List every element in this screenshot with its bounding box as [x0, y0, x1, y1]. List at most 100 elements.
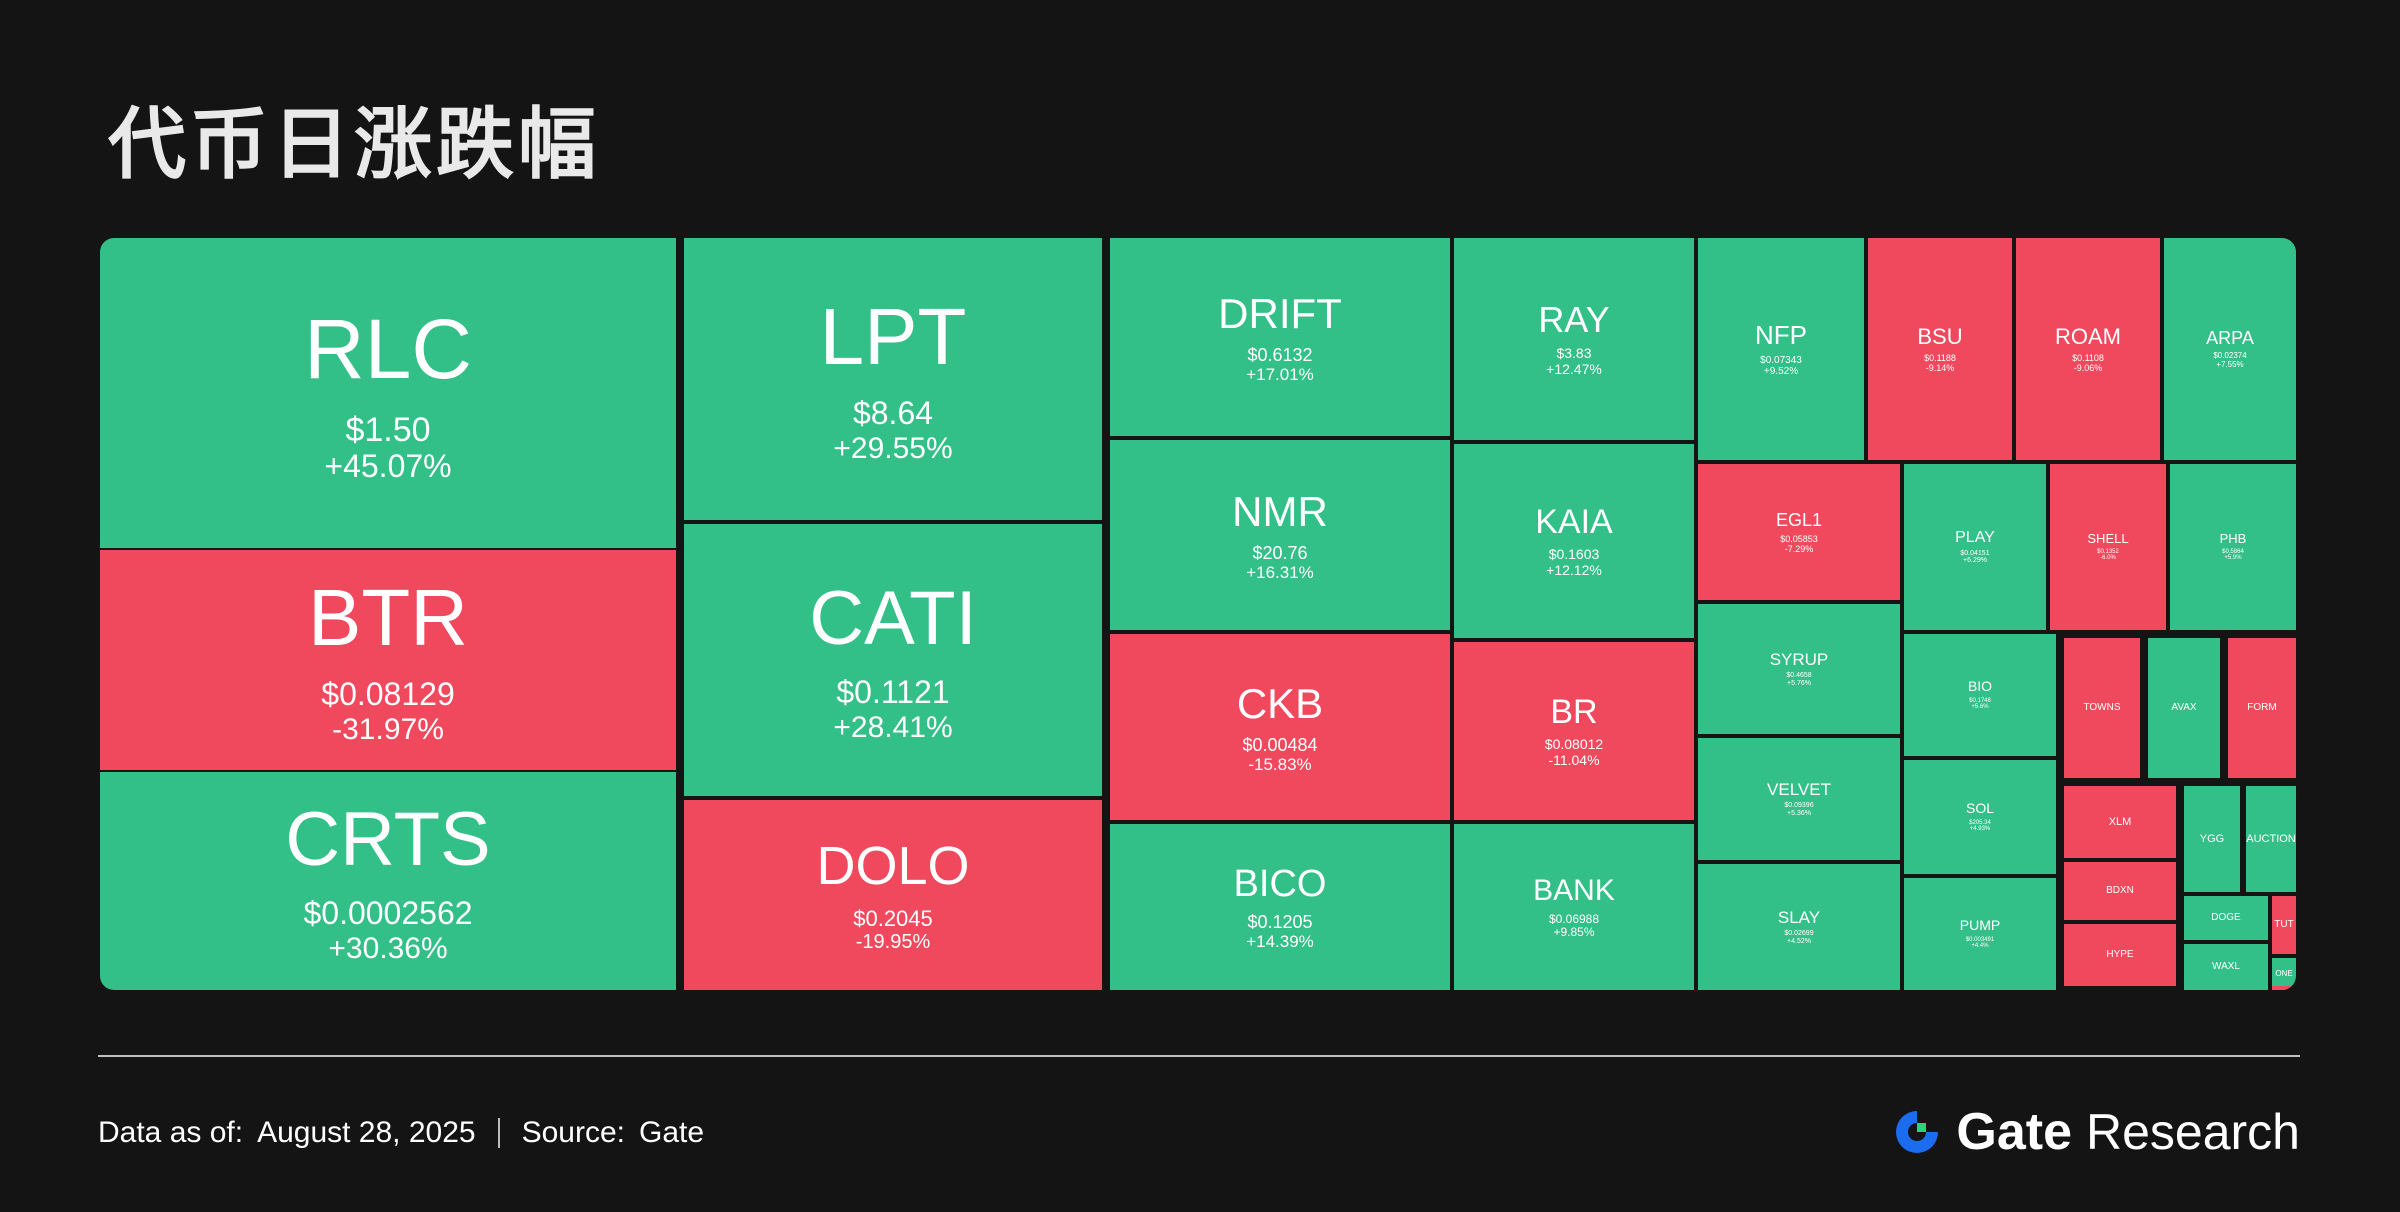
treemap-tile: SLAY $0.02699 +4.52% [1698, 864, 1900, 990]
tile-price: $0.1108 [2072, 353, 2104, 364]
treemap-tile: HYPE [2064, 924, 2176, 986]
tile-price: $8.64 [852, 395, 934, 432]
tile-symbol: BANK [1533, 874, 1615, 908]
treemap-tile: BDXN [2064, 862, 2176, 920]
tile-symbol: FORM [2247, 702, 2277, 714]
treemap-tile: TOWNS [2064, 638, 2140, 778]
treemap-tile: CKB $0.00484 -15.83% [1110, 634, 1450, 820]
tile-price: $0.08012 [1544, 736, 1604, 753]
tile-price: $0.06988 [1548, 911, 1600, 926]
treemap-tile: SYRUP $0.4658 +5.76% [1698, 604, 1900, 734]
tile-symbol: DRIFT [1218, 289, 1342, 337]
treemap-tile: PLAY $0.04151 +6.29% [1904, 464, 2046, 630]
tile-change: +16.31% [1246, 563, 1314, 583]
treemap-tile: RAY $3.83 +12.47% [1454, 238, 1694, 440]
treemap-tile: SOL $205.34 +4.93% [1904, 760, 2056, 874]
tile-price: $0.003491 [1965, 936, 1995, 943]
tile-symbol: DOLO [816, 836, 970, 897]
tile-symbol: ARPA [2206, 328, 2254, 349]
tile-change: +5.76% [1787, 680, 1811, 688]
treemap-tile: YGG [2184, 786, 2240, 892]
tile-change: +12.47% [1546, 361, 1602, 378]
treemap-tile: BIO $0.1748 +5.6% [1904, 634, 2056, 756]
treemap-tile: RLC $1.50 +45.07% [100, 238, 676, 548]
tile-price: $0.1603 [1548, 546, 1600, 563]
brand-logo: Gate Research [1892, 1102, 2300, 1162]
tile-change: -11.04% [1548, 752, 1600, 769]
tile-change: +4.4% [1971, 943, 1989, 950]
tile-symbol: NFP [1755, 319, 1807, 350]
tile-symbol: TUT [2274, 919, 2294, 931]
treemap-tile: BSU $0.1188 -9.14% [1868, 238, 2012, 460]
tile-change: -6.0% [2100, 555, 2116, 562]
treemap-tile: ARPA $0.02374 +7.55% [2164, 238, 2296, 460]
tile-symbol: BDXN [2106, 885, 2134, 897]
footer-divider [98, 1055, 2300, 1057]
tile-change: -7.29% [1784, 543, 1814, 554]
tile-symbol: VELVET [1767, 780, 1831, 800]
tile-price: $0.07343 [1760, 354, 1802, 366]
treemap-tile: TUT [2272, 896, 2296, 954]
tile-price: $0.0002562 [303, 894, 473, 931]
tile-symbol: CRTS [285, 796, 491, 882]
tile-price: $0.04151 [1960, 549, 1990, 557]
tile-symbol: RLC [303, 301, 473, 396]
tile-change: +30.36% [328, 931, 448, 965]
treemap-tile: AVAX [2148, 638, 2220, 778]
tile-price: $0.09396 [1784, 802, 1814, 810]
treemap-tile: SHELL $0.1352 -6.0% [2050, 464, 2166, 630]
tile-change: +6.29% [1963, 557, 1987, 565]
tile-symbol: SHELL [2087, 531, 2129, 546]
tile-price: $0.00484 [1242, 734, 1318, 755]
tile-price: $1.50 [345, 410, 431, 449]
treemap-tile: CRTS $0.0002562 +30.36% [100, 772, 676, 990]
tile-symbol: CATI [809, 575, 977, 661]
tile-price: $0.1188 [1924, 353, 1956, 364]
tile-symbol: BIO [1967, 677, 1993, 694]
tile-symbol: BICO [1233, 862, 1327, 905]
tile-symbol: DOGE [2211, 912, 2241, 924]
tile-change: +14.39% [1246, 932, 1314, 952]
tile-change: -19.95% [855, 931, 931, 954]
tile-price: $205.34 [1969, 819, 1991, 826]
treemap-tile: NMR $20.76 +16.31% [1110, 440, 1450, 630]
tile-change: +28.41% [833, 710, 953, 744]
tile-change: -9.14% [1925, 363, 1955, 374]
tile-symbol: ROAM [2055, 323, 2121, 349]
tile-price: $0.1121 [836, 673, 950, 710]
treemap-tile: PHB $0.5864 +5.9% [2170, 464, 2296, 630]
tile-change: +4.93% [1969, 826, 1991, 833]
tile-symbol: CKB [1236, 679, 1324, 727]
tile-price: $0.02374 [2213, 350, 2247, 360]
tile-symbol: SOL [1965, 799, 1994, 816]
tile-symbol: PUMP [1959, 916, 2001, 933]
treemap-tile: BTR $0.08129 -31.97% [100, 550, 676, 770]
treemap-tile: VELVET $0.09396 +5.36% [1698, 738, 1900, 860]
treemap-tile: FORM [2228, 638, 2296, 778]
tile-change: +17.01% [1246, 365, 1314, 385]
treemap-tile: ONE [2272, 958, 2296, 990]
footer-separator [497, 1118, 500, 1148]
tile-price: $0.5864 [2222, 548, 2244, 555]
brand-name: Gate [1956, 1103, 2072, 1161]
tile-price: $0.2045 [853, 905, 933, 931]
treemap-tile: BANK $0.06988 +9.85% [1454, 824, 1694, 990]
treemap-tile: BICO $0.1205 +14.39% [1110, 824, 1450, 990]
treemap-tile [2272, 986, 2296, 990]
data-as-of-label: Data as of: [98, 1116, 244, 1149]
footer-meta: Data as of: August 28, 2025 Source: Gate [98, 1116, 704, 1150]
tile-price: $0.1748 [1969, 697, 1991, 704]
treemap-tile: CATI $0.1121 +28.41% [684, 524, 1102, 796]
treemap-tile: AUCTION [2246, 786, 2296, 892]
treemap-tile: LPT $8.64 +29.55% [684, 238, 1102, 520]
tile-symbol: AVAX [2171, 702, 2197, 714]
treemap-tile: PUMP $0.003491 +4.4% [1904, 878, 2056, 990]
tile-change: +9.85% [1553, 925, 1595, 940]
tile-change: -9.06% [2073, 363, 2103, 374]
tile-change: +9.52% [1763, 366, 1799, 378]
tile-price: $0.05853 [1780, 533, 1818, 544]
tile-change: +4.52% [1787, 938, 1811, 946]
tile-symbol: EGL1 [1775, 510, 1823, 531]
tile-symbol: BSU [1917, 323, 1963, 349]
tile-symbol: BR [1550, 693, 1598, 732]
